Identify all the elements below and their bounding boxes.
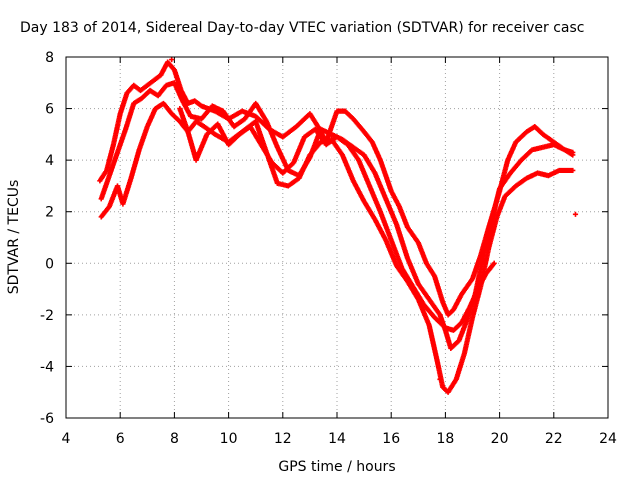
data-point [437, 376, 443, 382]
series-track-3 [98, 100, 576, 395]
y-tick-label: 0 [45, 256, 54, 272]
series-isolated-points [169, 56, 579, 382]
x-tick-label: 16 [382, 431, 400, 447]
y-tick-label: 8 [45, 50, 54, 66]
data-point [491, 260, 497, 266]
data-point [572, 211, 579, 217]
x-tick-label: 22 [545, 431, 563, 447]
y-axis-label: SDTVAR / TECUs [6, 180, 22, 295]
plot-area [97, 56, 579, 395]
data-point [570, 149, 576, 156]
y-tick-label: -6 [40, 411, 54, 427]
x-tick-label: 14 [328, 431, 346, 447]
x-tick-label: 6 [116, 431, 125, 447]
y-tick-labels: 8 6 4 2 0 -2 -4 -6 [40, 50, 54, 427]
x-tick-label: 10 [220, 431, 238, 447]
x-tick-label: 12 [274, 431, 292, 447]
plot-frame [65, 56, 609, 419]
x-tick-labels: 4 6 8 10 12 14 16 18 20 22 24 [62, 431, 617, 447]
y-tick-label: -4 [40, 359, 54, 375]
data-point [169, 56, 175, 63]
x-tick-label: 4 [62, 431, 71, 447]
y-tick-label: 2 [45, 205, 54, 221]
x-axis-label: GPS time / hours [278, 459, 395, 475]
series-track-1 [97, 59, 576, 318]
y-tick-label: -2 [40, 308, 54, 324]
series-track-2 [98, 80, 576, 351]
chart-title: Day 183 of 2014, Sidereal Day-to-day VTE… [20, 20, 584, 36]
x-tick-label: 8 [170, 431, 179, 447]
x-tick-label: 20 [491, 431, 509, 447]
y-tick-label: 6 [45, 102, 54, 118]
series-track-4 [177, 105, 497, 333]
x-tick-label: 18 [436, 431, 454, 447]
data-point [570, 167, 576, 174]
x-tick-label: 24 [599, 431, 617, 447]
y-tick-label: 4 [45, 153, 54, 169]
